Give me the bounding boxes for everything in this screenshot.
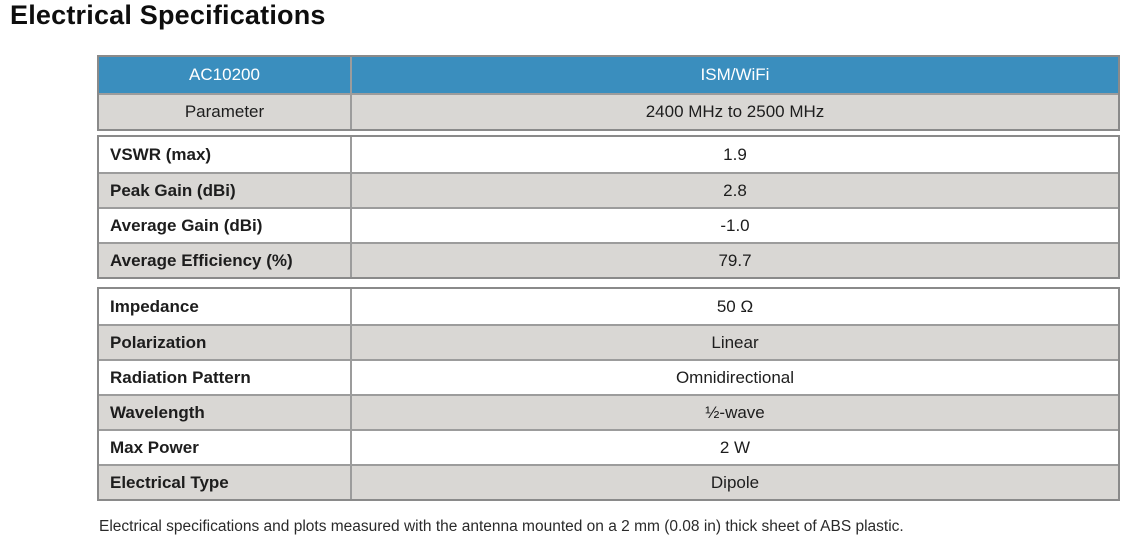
- general-spec-block: Impedance 50 Ω Polarization Linear Radia…: [97, 287, 1120, 501]
- row-value: Dipole: [710, 472, 760, 492]
- frequency-range-cell: 2400 MHz to 2500 MHz: [645, 102, 825, 121]
- row-value: 2 W: [719, 437, 751, 457]
- measurement-footnote: Electrical specifications and plots meas…: [99, 518, 904, 535]
- row-label: Max Power: [99, 431, 352, 464]
- parameter-label-cell: Parameter: [99, 95, 352, 129]
- row-label: VSWR (max): [99, 137, 352, 172]
- table-row: Wavelength ½-wave: [99, 394, 1118, 429]
- parameter-subheader-row: Parameter 2400 MHz to 2500 MHz: [99, 93, 1118, 129]
- table-row: Max Power 2 W: [99, 429, 1118, 464]
- table-row: Radiation Pattern Omnidirectional: [99, 359, 1118, 394]
- row-value: 50 Ω: [716, 296, 754, 316]
- model-header-cell: AC10200: [99, 57, 352, 93]
- row-value: 1.9: [723, 144, 747, 164]
- row-label: Wavelength: [99, 396, 352, 429]
- table-row: Average Gain (dBi) -1.0: [99, 207, 1118, 242]
- table-header-block: AC10200 ISM/WiFi Parameter 2400 MHz to 2…: [97, 55, 1120, 131]
- table-row: VSWR (max) 1.9: [99, 137, 1118, 172]
- rf-spec-block: VSWR (max) 1.9 Peak Gain (dBi) 2.8 Avera…: [97, 135, 1120, 279]
- row-value: ½-wave: [705, 402, 765, 422]
- table-header-row: AC10200 ISM/WiFi: [99, 57, 1118, 93]
- row-label: Electrical Type: [99, 466, 352, 499]
- electrical-specifications-table: AC10200 ISM/WiFi Parameter 2400 MHz to 2…: [97, 55, 1120, 501]
- row-label: Impedance: [99, 289, 352, 324]
- row-value: 2.8: [723, 180, 747, 200]
- table-row: Polarization Linear: [99, 324, 1118, 359]
- row-value: 79.7: [718, 250, 752, 270]
- band-header-cell: ISM/WiFi: [700, 65, 770, 84]
- table-row: Electrical Type Dipole: [99, 464, 1118, 499]
- row-label: Average Gain (dBi): [99, 209, 352, 242]
- row-value: Linear: [711, 332, 759, 352]
- table-row: Peak Gain (dBi) 2.8: [99, 172, 1118, 207]
- row-label: Radiation Pattern: [99, 361, 352, 394]
- table-row: Average Efficiency (%) 79.7: [99, 242, 1118, 277]
- row-value: -1.0: [720, 215, 750, 235]
- page-title: Electrical Specifications: [10, 0, 326, 30]
- row-label: Average Efficiency (%): [99, 244, 352, 277]
- row-value: Omnidirectional: [675, 367, 795, 387]
- row-label: Peak Gain (dBi): [99, 174, 352, 207]
- row-label: Polarization: [99, 326, 352, 359]
- table-row: Impedance 50 Ω: [99, 289, 1118, 324]
